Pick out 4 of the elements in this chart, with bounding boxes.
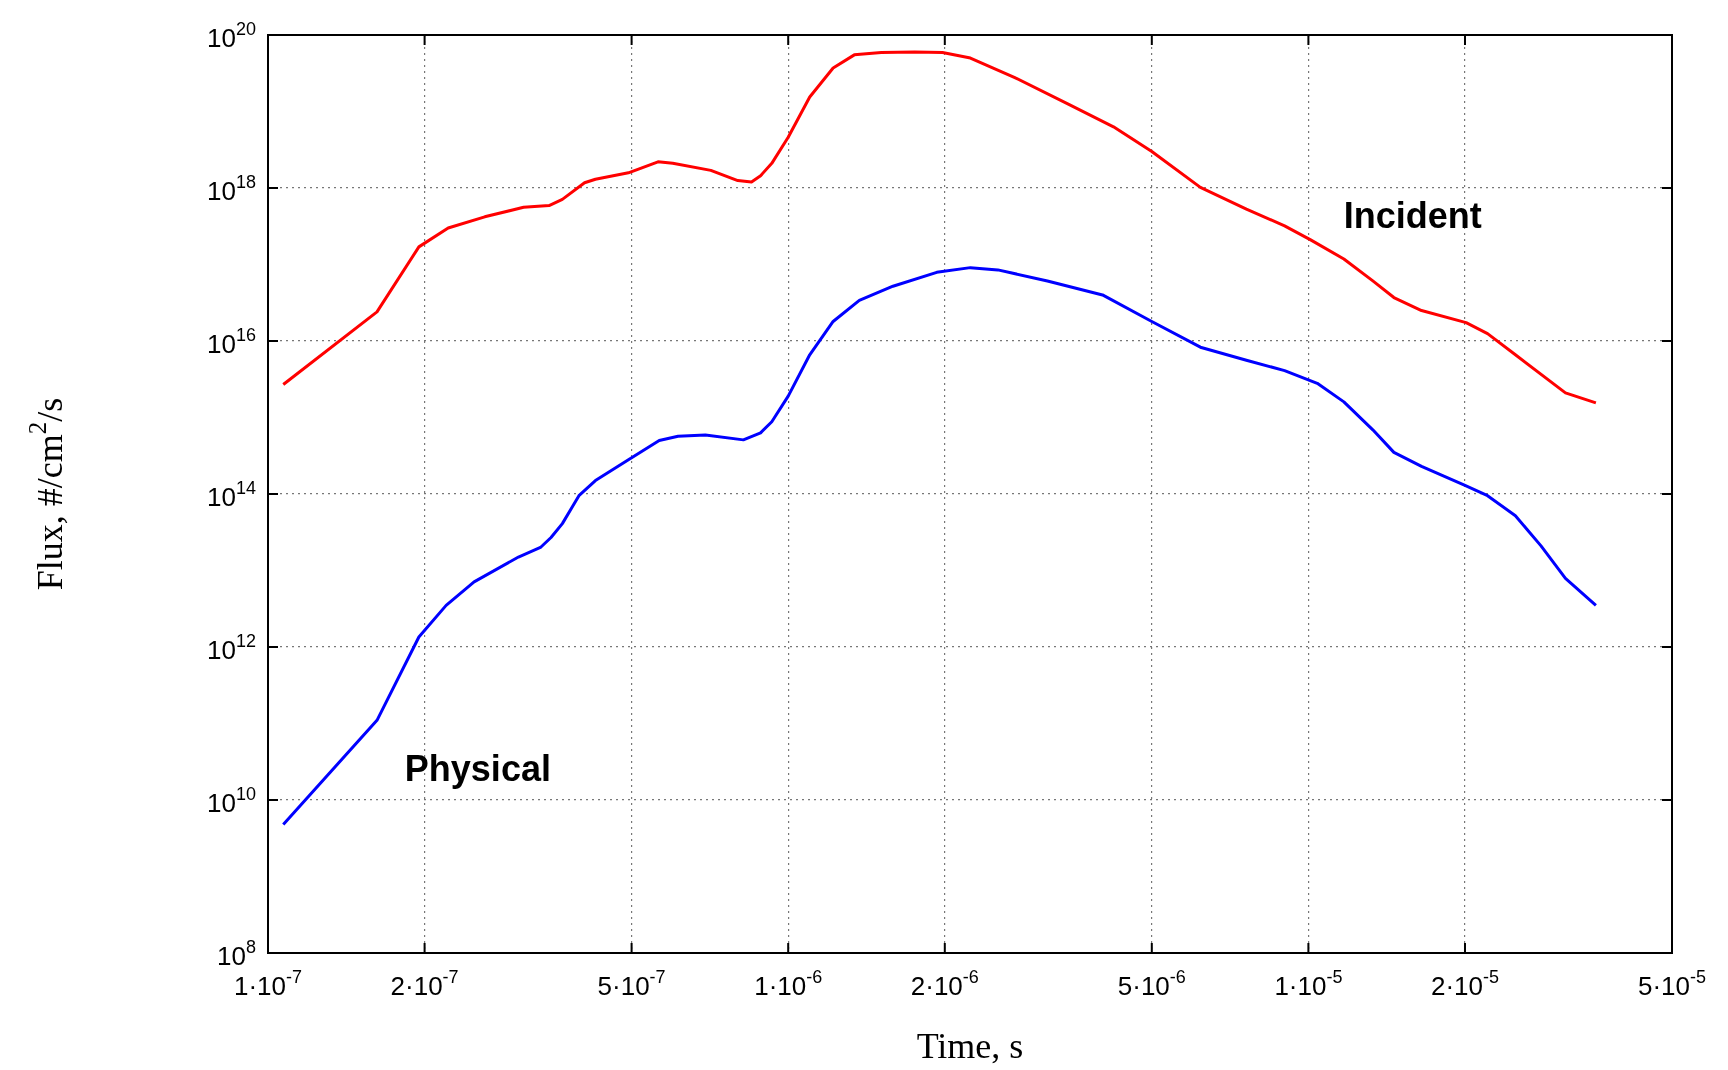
series-label: Incident [1343,194,1482,236]
y-axis-title: Flux, #/cm2/s [23,397,70,591]
series-label: Physical [404,747,551,789]
x-axis-title: Time, s [916,1026,1024,1066]
